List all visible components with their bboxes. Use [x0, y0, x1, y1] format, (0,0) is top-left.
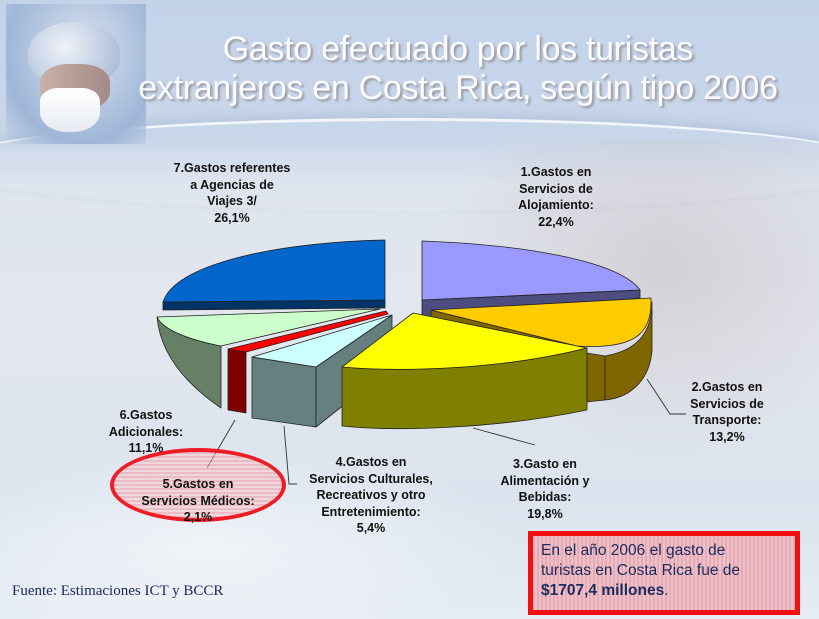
- slice-servicios-medicos: [227, 310, 389, 414]
- label-line: 6.Gastos: [119, 408, 173, 422]
- label-line: Servicios Médicos:: [141, 493, 255, 508]
- note-line: turistas en Costa Rica fue de: [541, 562, 741, 579]
- surgeon-photo: [6, 4, 146, 144]
- label-line: 5.Gastos en: [162, 477, 234, 491]
- label-line: 1.Gastos en: [520, 165, 592, 179]
- note-amount: $1707,4 millones: [541, 582, 665, 599]
- highlight-ellipse-servicios-medicos: [110, 448, 286, 522]
- label-alimentacion: 3.Gasto en Alimentación y Bebidas: 19,8%: [480, 456, 610, 522]
- label-value: 22,4%: [538, 214, 574, 229]
- slice-alimentacion: [341, 312, 588, 429]
- label-agencias-viajes: 7.Gastos referentes a Agencias de Viajes…: [148, 160, 316, 226]
- label-line: 4.Gastos en: [335, 455, 407, 469]
- label-line: Servicios de: [519, 181, 593, 196]
- label-line: 3.Gasto en: [513, 457, 577, 471]
- header-arc-divider: [0, 118, 819, 211]
- label-line: Bebidas:: [518, 490, 572, 504]
- label-value: 2,1%: [183, 510, 213, 524]
- label-line: a Agencias de: [190, 177, 274, 192]
- note-amount-line: $1707,4 millones.: [541, 581, 789, 601]
- label-line: Alimentación y: [500, 473, 590, 488]
- total-spending-note: En el año 2006 el gasto de turistas en C…: [528, 531, 800, 615]
- label-line: Viajes 3/: [207, 194, 257, 208]
- note-period: .: [664, 582, 669, 599]
- note-line: En el año 2006 el gasto de: [541, 542, 726, 559]
- label-line: Recreativos y otro: [316, 488, 426, 502]
- slide-title: Gasto efectuado por los turistas extranj…: [108, 30, 808, 108]
- title-line-1: Gasto efectuado por los turistas: [222, 30, 694, 68]
- label-line: Adicionales:: [108, 424, 184, 439]
- label-culturales: 4.Gastos en Servicios Culturales, Recrea…: [296, 454, 446, 537]
- label-line: Servicios de: [690, 396, 764, 411]
- label-transporte: 2.Gastos en Servicios de Transporte: 13,…: [672, 379, 782, 445]
- label-line: Transporte:: [692, 413, 762, 427]
- label-line: Entretenimiento:: [321, 504, 421, 519]
- label-value: 19,8%: [527, 506, 563, 521]
- label-servicios-medicos: 5.Gastos en Servicios Médicos: 2,1%: [120, 476, 276, 526]
- label-line: Servicios Culturales,: [309, 471, 433, 486]
- label-line: 2.Gastos en: [691, 380, 763, 394]
- label-value: 11,1%: [128, 441, 164, 455]
- label-value: 13,2%: [709, 429, 745, 444]
- title-line-2: extranjeros en Costa Rica, según tipo 20…: [138, 69, 778, 107]
- source-citation: Fuente: Estimaciones ICT y BCCR: [12, 583, 224, 599]
- slice-adicionales: [156, 308, 381, 409]
- label-value: 5,4%: [356, 521, 386, 535]
- surgical-mask-shape: [40, 88, 100, 132]
- label-line: 7.Gastos referentes: [173, 161, 291, 175]
- label-alojamiento: 1.Gastos en Servicios de Alojamiento: 22…: [496, 164, 616, 230]
- label-value: 26,1%: [214, 210, 250, 225]
- label-adicionales: 6.Gastos Adicionales: 11,1%: [96, 407, 196, 457]
- slice-agencias-viajes: [162, 239, 386, 311]
- leader-lines: [206, 378, 686, 485]
- label-line: Alojamiento:: [518, 198, 594, 212]
